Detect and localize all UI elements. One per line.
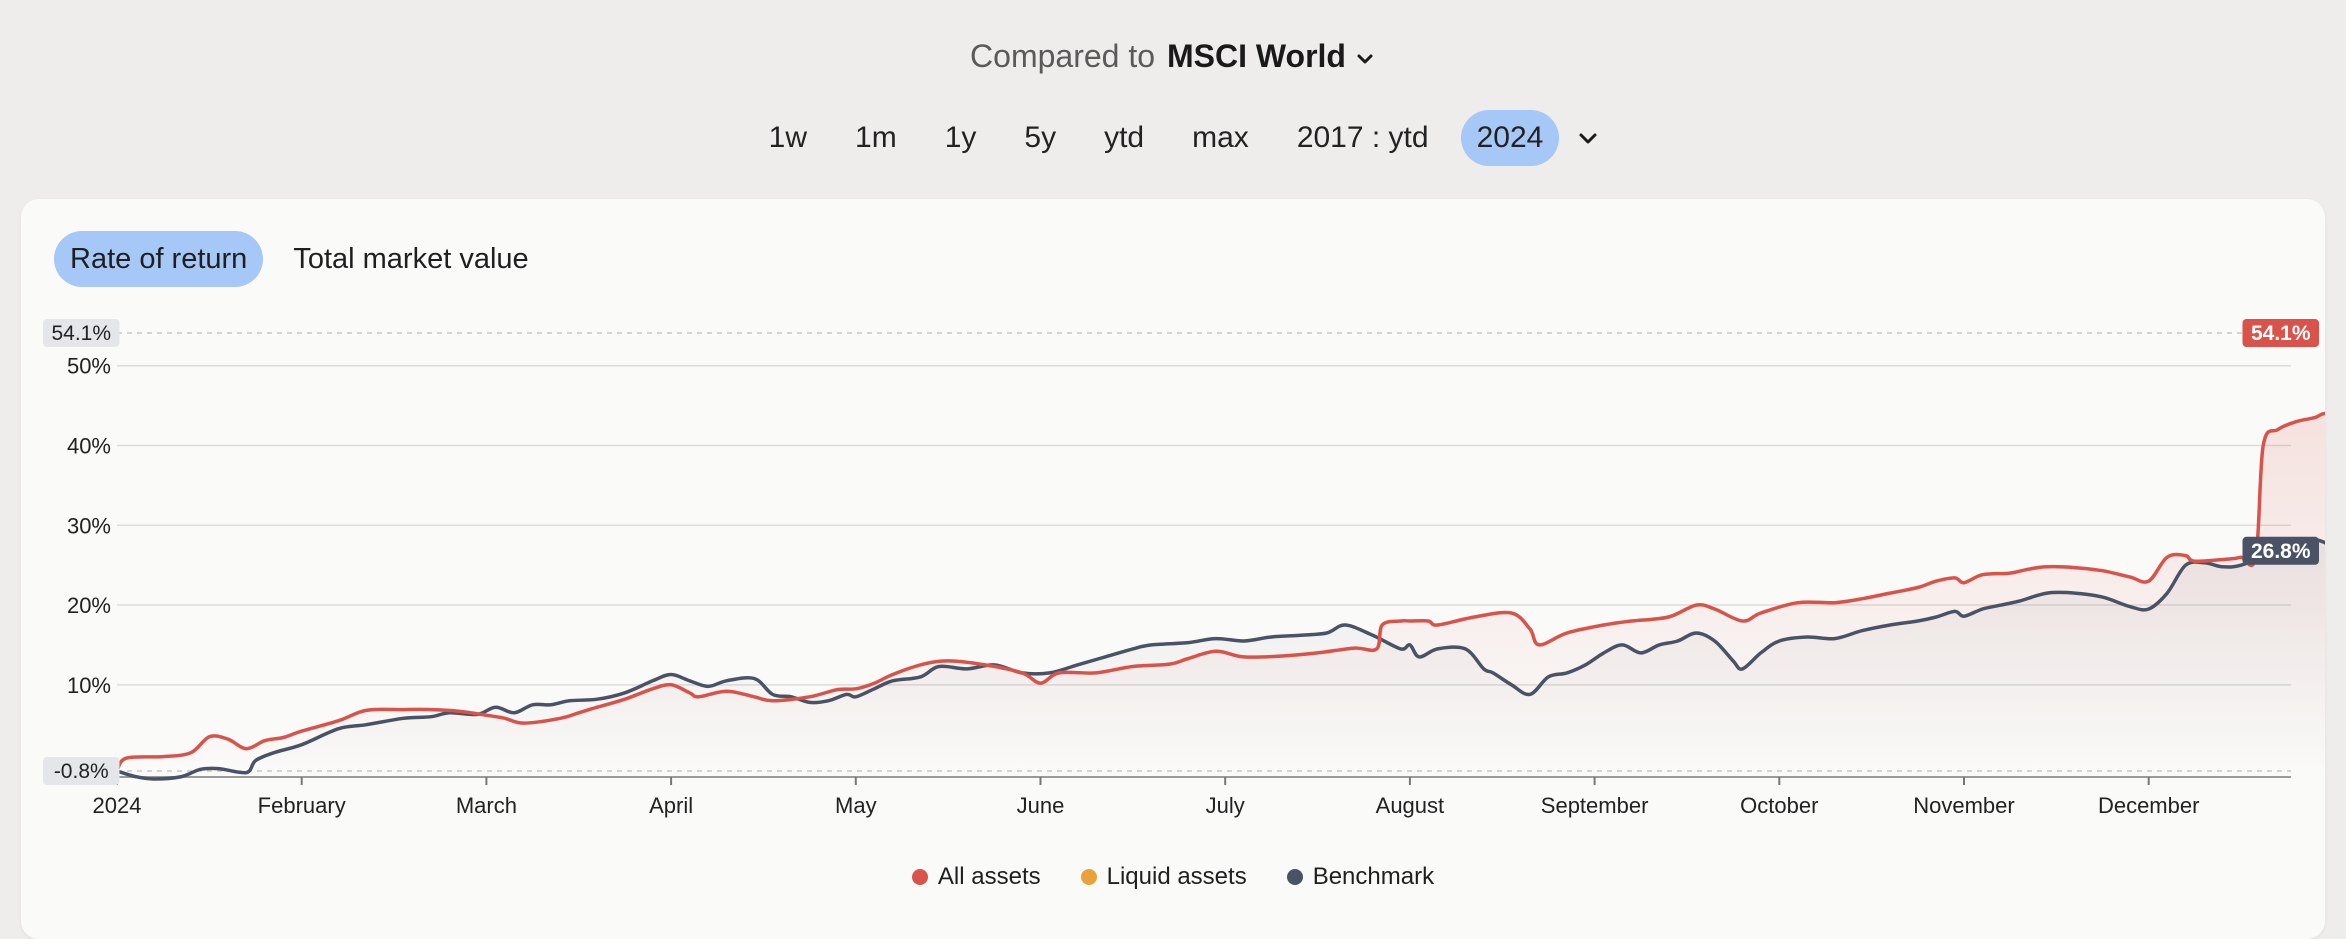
- range-ytd[interactable]: ytd: [1104, 121, 1145, 154]
- legend-liquid-assets[interactable]: Liquid assets: [1080, 863, 1247, 891]
- benchmark-area: [117, 539, 2325, 779]
- x-tick-label: July: [1206, 793, 1245, 818]
- badge-bg: [2242, 536, 2319, 565]
- x-tick-label: 2024: [93, 793, 142, 818]
- rate-of-return-chart[interactable]: 10% 20% 30% 40% 50% 2024 February March April May…: [21, 199, 2325, 859]
- all-assets-end-badge: 54.1%: [2242, 319, 2319, 347]
- badge-text: 26.8%: [2251, 540, 2311, 563]
- all-assets-line: [115, 411, 2325, 773]
- x-tick-label: June: [1017, 793, 1065, 818]
- chart-card: Rate of return Total market value 10% 20%…: [21, 199, 2325, 939]
- x-tick-label: September: [1541, 793, 1649, 818]
- legend-label: Liquid assets: [1106, 863, 1247, 890]
- benchmark-selector[interactable]: Compared to MSCI World: [0, 34, 2346, 81]
- range-5y[interactable]: 5y: [1024, 121, 1057, 154]
- chevron-down-icon[interactable]: [1354, 37, 1376, 81]
- y-tick-label: 10%: [67, 673, 111, 698]
- chevron-down-icon[interactable]: [1575, 110, 1601, 166]
- max-value-badge: 54.1%: [43, 319, 120, 347]
- legend-benchmark[interactable]: Benchmark: [1286, 863, 1435, 891]
- range-max[interactable]: max: [1192, 121, 1249, 154]
- y-tick-label: 40%: [67, 433, 111, 458]
- legend-all-assets[interactable]: All assets: [911, 863, 1041, 891]
- liquid-assets-dot: [1080, 869, 1097, 885]
- badge-bg: [43, 757, 120, 785]
- min-value-badge: -0.8%: [43, 757, 120, 785]
- legend-label: All assets: [937, 863, 1041, 890]
- chart-legend: All assets Liquid assets Benchmark: [21, 863, 2325, 891]
- y-tick-label: 20%: [67, 593, 111, 618]
- x-tick-label: March: [456, 793, 517, 818]
- range-1m[interactable]: 1m: [855, 121, 897, 154]
- x-tick-label: February: [258, 793, 346, 818]
- benchmark-end-badge: 26.8%: [2242, 536, 2319, 565]
- compared-to-label: Compared to: [970, 38, 1156, 74]
- badge-bg: [43, 319, 120, 347]
- x-tick-label: November: [1913, 793, 2014, 818]
- range-1w[interactable]: 1w: [768, 121, 808, 154]
- legend-label: Benchmark: [1312, 863, 1435, 890]
- range-2017-ytd[interactable]: 2017 : ytd: [1296, 121, 1429, 154]
- badge-text: -0.8%: [54, 760, 109, 783]
- y-tick-label: 30%: [67, 513, 111, 538]
- time-range-selector: 1w 1m 1y 5y ytd max 2017 : ytd 2024: [0, 110, 2346, 166]
- tab-rate-of-return[interactable]: Rate of return: [54, 231, 264, 287]
- chart-tabs: Rate of return Total market value: [54, 231, 545, 287]
- x-tick-label: October: [1740, 793, 1818, 818]
- benchmark-name[interactable]: MSCI World: [1167, 38, 1346, 74]
- x-tick-label: August: [1376, 793, 1445, 818]
- benchmark-dot: [1286, 869, 1303, 885]
- range-1y[interactable]: 1y: [944, 121, 977, 154]
- x-tick-label: April: [649, 793, 693, 818]
- y-tick-label: 50%: [67, 354, 111, 379]
- all-assets-dot: [911, 869, 928, 885]
- x-tick-label: May: [835, 793, 877, 818]
- range-2024[interactable]: 2024: [1460, 110, 1560, 166]
- badge-text: 54.1%: [51, 322, 111, 345]
- badge-text: 54.1%: [2251, 322, 2311, 345]
- x-tick-label: December: [2098, 793, 2199, 818]
- badge-bg: [2242, 319, 2319, 347]
- tab-total-market-value[interactable]: Total market value: [293, 243, 529, 275]
